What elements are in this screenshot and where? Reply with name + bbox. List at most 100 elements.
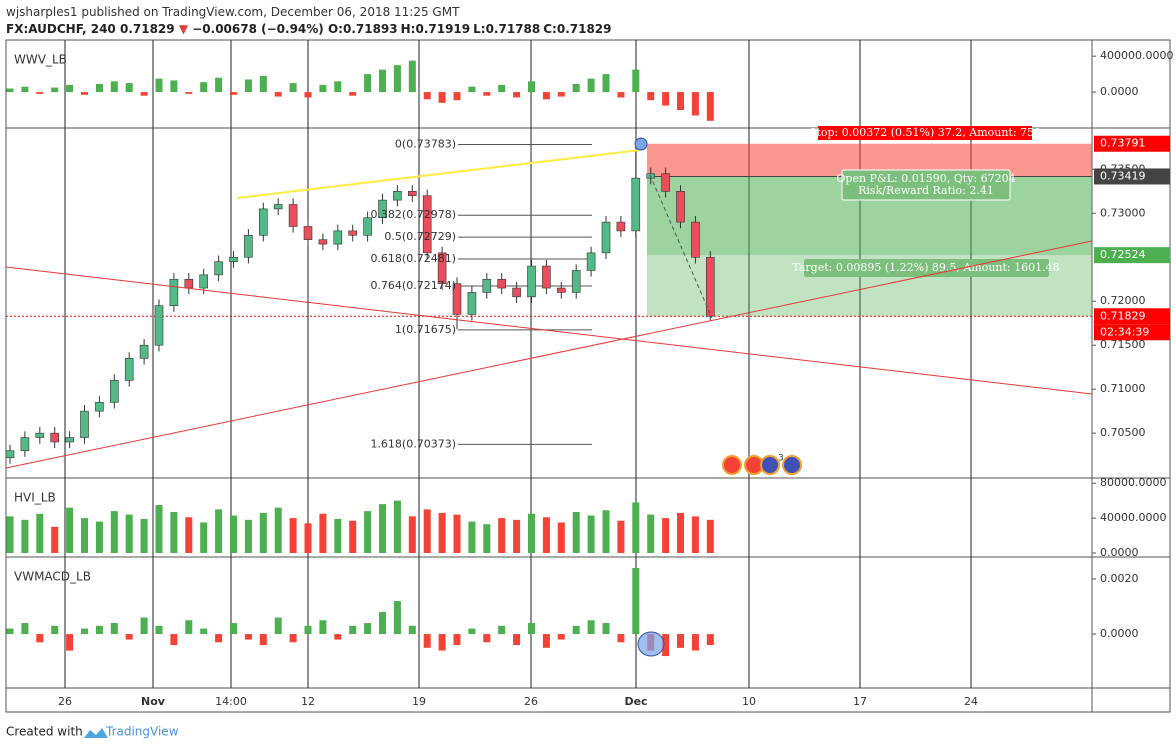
- y-tick-label: 0.71000: [1100, 382, 1146, 395]
- candle-body: [229, 256, 238, 262]
- bar: [691, 516, 699, 553]
- y-tick-label: 40000.0000: [1100, 511, 1166, 524]
- bar: [349, 520, 357, 553]
- bar: [379, 504, 386, 553]
- bar: [215, 77, 223, 93]
- bar: [393, 601, 401, 635]
- bar: [185, 620, 193, 635]
- event-count: 3: [778, 454, 784, 464]
- bar: [587, 515, 595, 553]
- candle-body: [527, 265, 536, 298]
- pane-title: HVI_LB: [14, 491, 56, 505]
- candle-body: [661, 173, 670, 192]
- bar: [125, 634, 133, 640]
- bar: [513, 519, 521, 553]
- bar: [557, 522, 565, 553]
- bar: [334, 518, 342, 553]
- bar: [379, 612, 386, 635]
- bar: [632, 69, 640, 93]
- bar: [453, 92, 461, 101]
- candle-body: [318, 239, 328, 245]
- footer-created: Created with: [6, 725, 83, 739]
- bar: [110, 511, 118, 553]
- x-tick-label: 10: [742, 695, 756, 708]
- bar: [393, 65, 401, 93]
- candle-body: [273, 204, 283, 210]
- bar: [677, 512, 684, 553]
- publisher: wjsharples1 published on TradingView.com…: [6, 5, 460, 19]
- bar: [334, 634, 342, 640]
- bar: [662, 92, 670, 106]
- bar: [170, 80, 178, 93]
- fib-label: 0.764(0.72174): [370, 279, 456, 292]
- candle-body: [80, 410, 89, 438]
- candle-body: [482, 278, 492, 293]
- candle-body: [288, 204, 298, 227]
- change-arrow: ▼: [178, 22, 189, 36]
- bar: [438, 634, 446, 651]
- bar: [81, 628, 88, 635]
- pnl-badge: [841, 169, 1011, 201]
- bar: [662, 634, 670, 657]
- bar: [244, 634, 252, 640]
- bar: [513, 634, 521, 646]
- candle-body: [586, 252, 596, 271]
- bar: [110, 81, 118, 93]
- y-tick-label: 80000.0000: [1100, 476, 1166, 489]
- event-icon[interactable]: [782, 455, 802, 475]
- bar: [587, 78, 595, 93]
- bar: [483, 92, 491, 96]
- bar: [125, 83, 133, 93]
- x-tick-label: 19: [412, 695, 426, 708]
- candle-body: [393, 191, 402, 201]
- bar: [185, 517, 193, 553]
- x-tick-label: Dec: [624, 695, 647, 708]
- bar: [423, 634, 431, 648]
- stop-text: Stop: 0.00372 (0.51%) 37.2, Amount: 750: [809, 126, 1041, 139]
- y-tick-label: 0.70500: [1100, 426, 1146, 439]
- trend-line: [5, 266, 1093, 395]
- bar: [289, 634, 297, 643]
- fib-label: 0.618(0.72481): [370, 252, 456, 265]
- price-label: 0.71829: [1100, 309, 1146, 322]
- bar: [647, 92, 655, 101]
- bar: [528, 513, 535, 553]
- ohlc-value: 0.71829: [556, 22, 612, 36]
- bar: [334, 81, 342, 93]
- bar: [379, 69, 386, 93]
- bar: [542, 92, 550, 100]
- x-tick-label: 24: [964, 695, 978, 708]
- bar: [200, 628, 208, 635]
- marker-circle: [634, 137, 648, 151]
- bar: [125, 514, 133, 553]
- y-tick-label: 0.0000: [1100, 546, 1139, 559]
- bar: [572, 84, 580, 93]
- candle-body: [95, 402, 104, 412]
- event-icon[interactable]: [760, 455, 780, 475]
- bar: [304, 92, 312, 98]
- pane-title: VWMACD_LB: [14, 570, 91, 584]
- bar: [21, 86, 29, 93]
- bar: [51, 87, 59, 93]
- bar: [691, 92, 699, 116]
- candle-body: [363, 217, 372, 236]
- ohlc-value: 0.71788: [485, 22, 541, 36]
- bar: [140, 518, 148, 553]
- y-tick-label: 0.72000: [1100, 294, 1146, 307]
- candle-body: [556, 287, 566, 293]
- x-tick-label: 26: [524, 695, 538, 708]
- marker-circle: [637, 631, 665, 657]
- candle-body: [422, 195, 432, 254]
- bar: [6, 628, 14, 635]
- candle-body: [244, 234, 253, 258]
- candle-body: [154, 305, 164, 346]
- bar: [289, 83, 297, 93]
- symbol: FX:AUDCHF, 240: [6, 22, 116, 36]
- bar: [66, 507, 74, 553]
- bar: [110, 623, 118, 635]
- candle-body: [601, 221, 611, 254]
- bar: [602, 74, 610, 93]
- candle-body: [407, 191, 417, 197]
- bar: [617, 92, 625, 98]
- event-icon[interactable]: [722, 455, 742, 475]
